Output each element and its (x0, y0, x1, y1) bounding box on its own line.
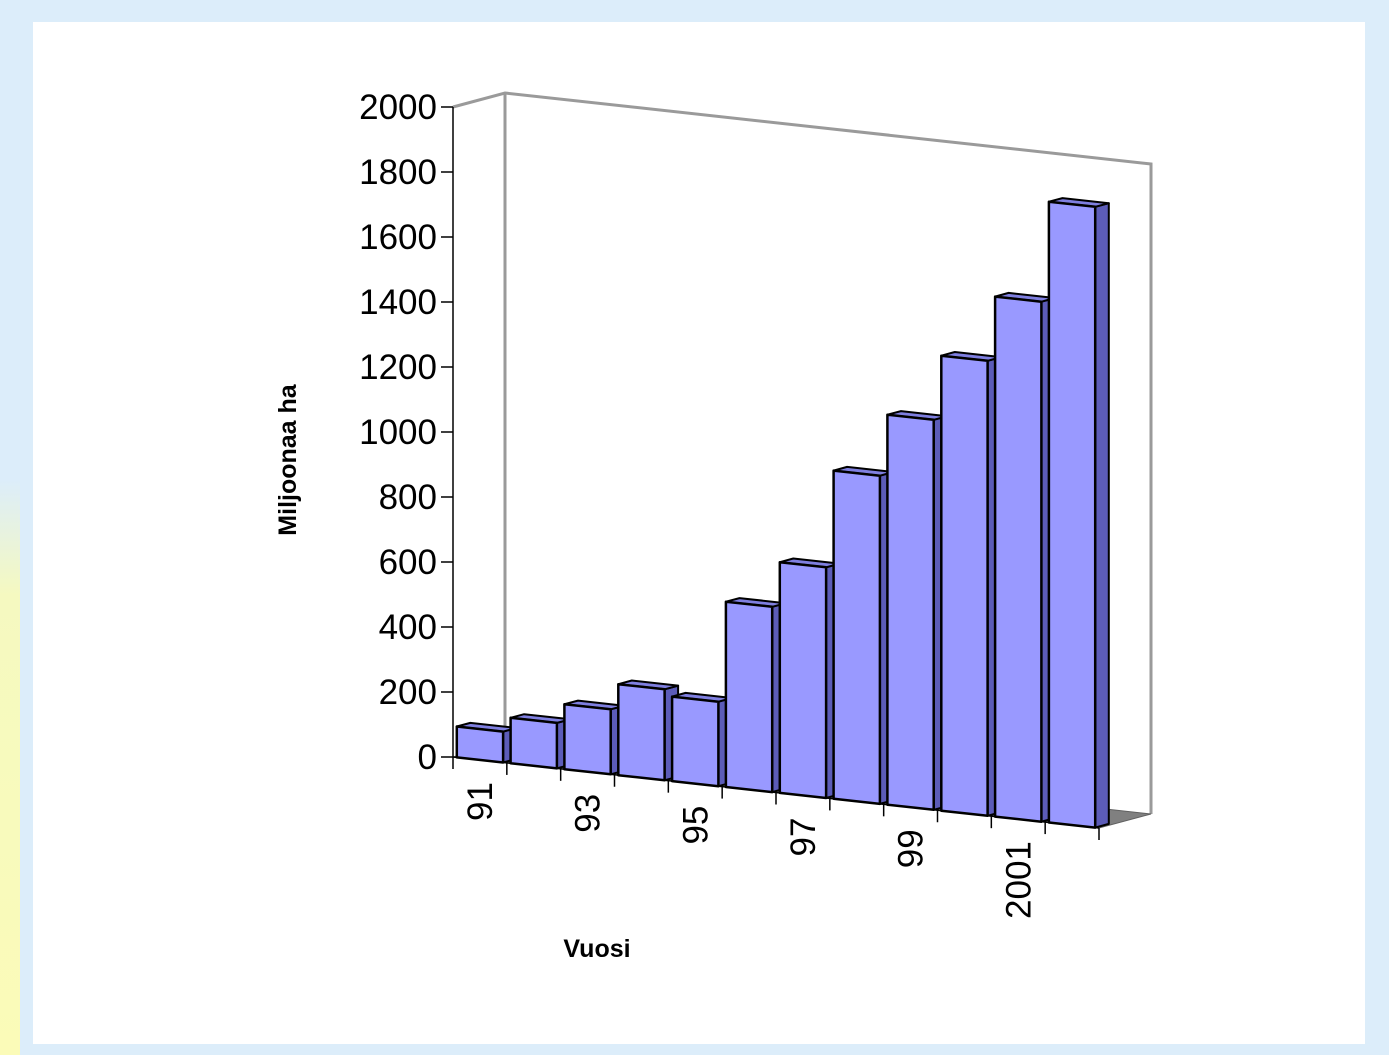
bar (455, 721, 518, 764)
decorative-strip (0, 480, 20, 1055)
x-tick-label: 91 (461, 782, 500, 821)
bar-front (670, 695, 720, 788)
bar-front (724, 600, 774, 794)
y-tick-label: 1600 (359, 218, 437, 257)
y-tick-label: 1800 (359, 153, 437, 192)
bar-side (1094, 202, 1110, 829)
bar-front (509, 716, 559, 770)
bar (670, 691, 733, 788)
bar-front (886, 413, 935, 812)
y-tick-label: 1200 (359, 348, 437, 387)
x-tick-label: 99 (892, 829, 931, 868)
y-tick-label: 200 (379, 673, 437, 712)
bar (617, 679, 680, 782)
y-axis-title: Miljoonaa ha (274, 383, 302, 536)
bar (563, 699, 626, 776)
y-axis: 0 200 400 600 800 1000 1200 1400 1600 1800 2000 (359, 88, 454, 777)
y-tick-label: 400 (379, 608, 437, 647)
bar (940, 351, 1003, 818)
x-tick-label: 93 (569, 794, 608, 833)
bar-front (778, 560, 828, 800)
bar (832, 465, 895, 806)
bar (1047, 197, 1110, 829)
bar-front (563, 702, 612, 776)
x-axis-title: Vuosi (563, 935, 630, 963)
chart-panel (33, 22, 1365, 1044)
y-tick-label: 2000 (359, 88, 437, 127)
bar-front (832, 469, 882, 806)
x-axis: 91 93 95 97 99 2001 (452, 756, 1100, 919)
y-tick-label: 800 (379, 478, 437, 517)
x-tick-label: 2001 (999, 841, 1038, 919)
bar-front (455, 725, 505, 764)
y-tick-label: 600 (379, 543, 437, 582)
bar (724, 597, 787, 794)
x-tick-label: 97 (784, 818, 823, 857)
bar-front (617, 682, 666, 782)
x-tick-label: 95 (676, 806, 715, 845)
bar-front (993, 295, 1043, 823)
bars (455, 197, 1110, 829)
wall-top-edge (452, 91, 1153, 814)
bar-front (1047, 200, 1097, 829)
y-tick-label: 0 (418, 738, 437, 777)
bar-front (940, 354, 989, 818)
bar (886, 410, 949, 812)
bar (778, 557, 841, 800)
y-tick-label: 1000 (359, 413, 437, 452)
y-tick-label: 1400 (359, 283, 437, 322)
bar (509, 713, 572, 770)
bar (993, 291, 1056, 823)
chart-walls (452, 91, 1153, 814)
